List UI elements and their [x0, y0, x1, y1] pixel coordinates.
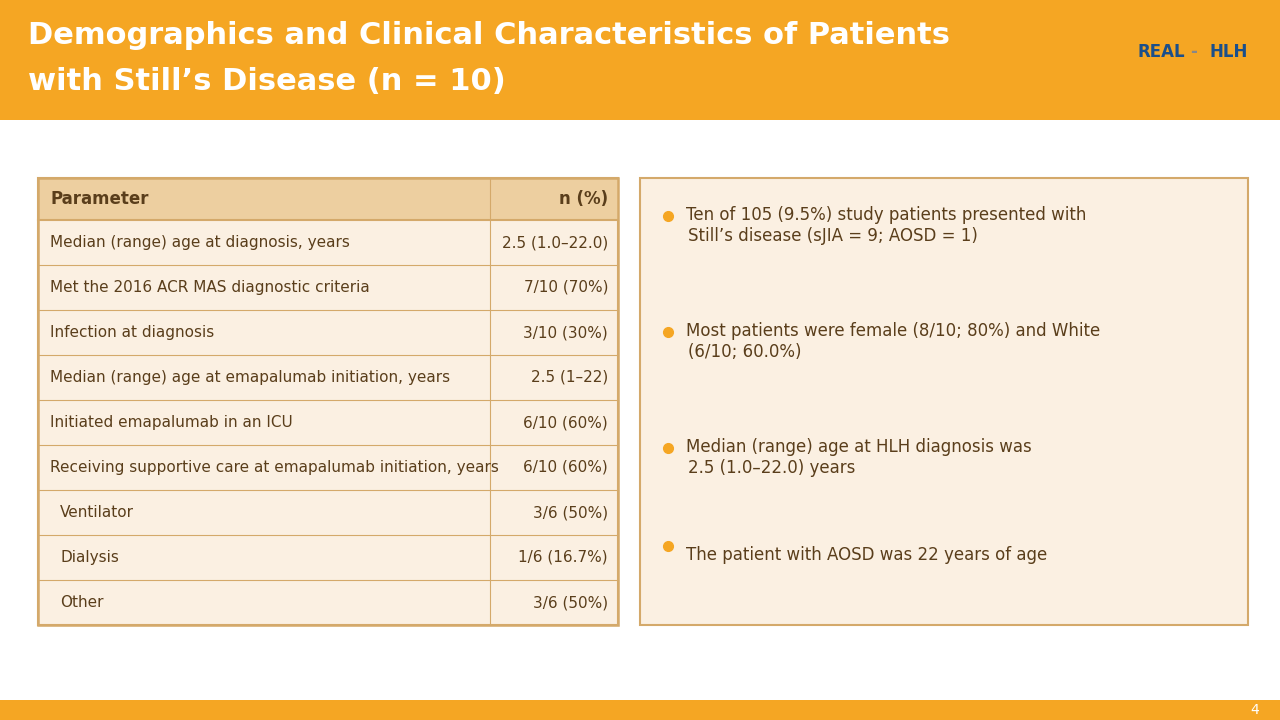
Text: -: -	[1190, 43, 1197, 61]
Text: REAL: REAL	[1138, 43, 1185, 61]
Text: HLH: HLH	[1210, 43, 1248, 61]
Text: Most patients were female (8/10; 80%) and White: Most patients were female (8/10; 80%) an…	[686, 323, 1101, 341]
Text: Infection at diagnosis: Infection at diagnosis	[50, 325, 214, 340]
Text: Dialysis: Dialysis	[60, 550, 119, 565]
Text: 6/10 (60%): 6/10 (60%)	[524, 415, 608, 430]
Text: 7/10 (70%): 7/10 (70%)	[524, 280, 608, 295]
Text: Parameter: Parameter	[50, 190, 148, 208]
Text: 2.5 (1.0–22.0) years: 2.5 (1.0–22.0) years	[689, 459, 855, 477]
FancyBboxPatch shape	[0, 0, 1280, 120]
Text: 2.5 (1–22): 2.5 (1–22)	[531, 370, 608, 385]
FancyBboxPatch shape	[38, 178, 618, 625]
Text: Initiated emapalumab in an ICU: Initiated emapalumab in an ICU	[50, 415, 293, 430]
Text: 3/6 (50%): 3/6 (50%)	[532, 505, 608, 520]
Text: (6/10; 60.0%): (6/10; 60.0%)	[689, 343, 801, 361]
Text: Ten of 105 (9.5%) study patients presented with: Ten of 105 (9.5%) study patients present…	[686, 206, 1087, 224]
Text: Met the 2016 ACR MAS diagnostic criteria: Met the 2016 ACR MAS diagnostic criteria	[50, 280, 370, 295]
Text: 2.5 (1.0–22.0): 2.5 (1.0–22.0)	[502, 235, 608, 250]
Text: with Still’s Disease (n = 10): with Still’s Disease (n = 10)	[28, 68, 506, 96]
Text: Demographics and Clinical Characteristics of Patients: Demographics and Clinical Characteristic…	[28, 22, 950, 50]
Text: Still’s disease (sJIA = 9; AOSD = 1): Still’s disease (sJIA = 9; AOSD = 1)	[689, 227, 978, 245]
FancyBboxPatch shape	[38, 178, 618, 220]
Text: Other: Other	[60, 595, 104, 610]
Text: Median (range) age at HLH diagnosis was: Median (range) age at HLH diagnosis was	[686, 438, 1032, 456]
FancyBboxPatch shape	[640, 178, 1248, 625]
Text: 3/6 (50%): 3/6 (50%)	[532, 595, 608, 610]
Text: 1/6 (16.7%): 1/6 (16.7%)	[518, 550, 608, 565]
Text: Receiving supportive care at emapalumab initiation, years: Receiving supportive care at emapalumab …	[50, 460, 499, 475]
Text: 4: 4	[1251, 703, 1260, 717]
Text: 3/10 (30%): 3/10 (30%)	[524, 325, 608, 340]
Text: Median (range) age at diagnosis, years: Median (range) age at diagnosis, years	[50, 235, 349, 250]
Text: n (%): n (%)	[559, 190, 608, 208]
Text: The patient with AOSD was 22 years of age: The patient with AOSD was 22 years of ag…	[686, 546, 1047, 564]
FancyBboxPatch shape	[0, 700, 1280, 720]
Text: Ventilator: Ventilator	[60, 505, 134, 520]
Text: 6/10 (60%): 6/10 (60%)	[524, 460, 608, 475]
Text: Median (range) age at emapalumab initiation, years: Median (range) age at emapalumab initiat…	[50, 370, 451, 385]
